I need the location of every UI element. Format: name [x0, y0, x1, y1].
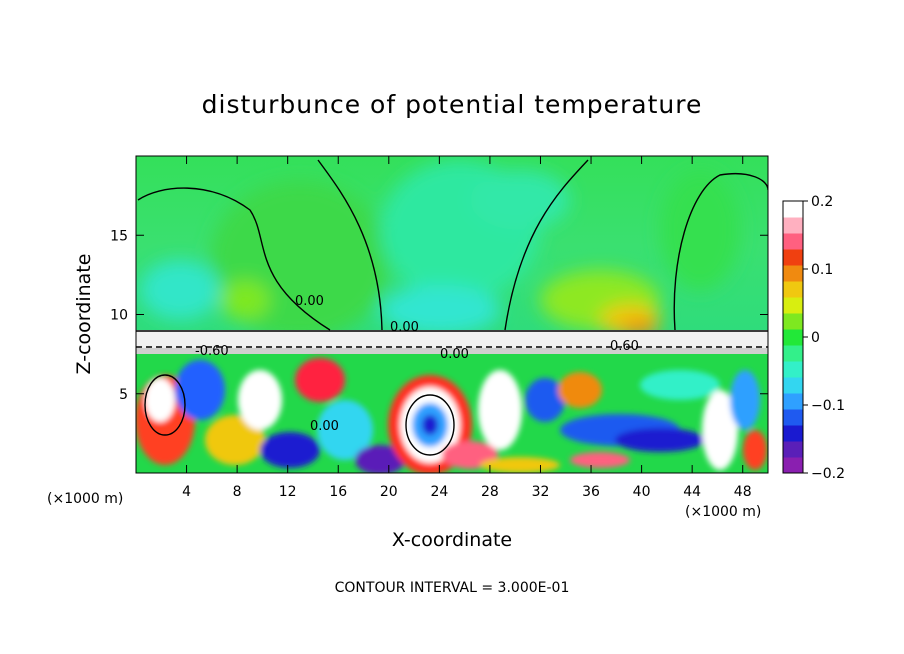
colorbar-tick-label: 0.2: [811, 194, 833, 210]
colorbar-swatch: [783, 377, 803, 394]
x-tick-label: 24: [430, 484, 448, 500]
heatmap-field: [136, 156, 768, 473]
colorbar-swatch: [783, 201, 803, 218]
colorbar-swatch: [783, 457, 803, 474]
colorbar-tick-label: 0.1: [811, 262, 833, 278]
colorbar-swatch: [783, 233, 803, 250]
colorbar-swatch: [783, 329, 803, 346]
x-tick-label: 40: [633, 484, 651, 500]
x-tick-label: 44: [683, 484, 701, 500]
x-tick-label: 4: [182, 484, 191, 500]
contour-label: 0.00: [440, 347, 469, 362]
contour-label: 0.60: [610, 339, 639, 354]
x-tick-label: 16: [329, 484, 347, 500]
chart-title: disturbunce of potential temperature: [202, 90, 703, 119]
y-axis-label: Z-coordinate: [73, 254, 95, 375]
colorbar-swatch: [783, 345, 803, 362]
x-tick-label: 36: [582, 484, 600, 500]
colorbar-tick-label: 0: [811, 330, 820, 346]
colorbar: 0.2 0.1 0 −0.1 −0.2: [782, 194, 845, 482]
y-axis: 5 10 15: [110, 228, 768, 403]
x-unit-label-left: (×1000 m): [47, 491, 123, 507]
colorbar-swatch: [783, 425, 803, 442]
contour-interval-note: CONTOUR INTERVAL = 3.000E-01: [335, 580, 570, 596]
y-tick-label: 10: [110, 308, 128, 324]
colorbar-swatch: [783, 281, 803, 298]
contour-label: 0.00: [310, 419, 339, 434]
colorbar-swatch: [783, 409, 803, 426]
colorbar-swatch: [783, 441, 803, 458]
x-tick-label: 48: [734, 484, 752, 500]
y-tick-label: 5: [119, 387, 128, 403]
colorbar-tick-label: −0.2: [811, 466, 845, 482]
x-axis-label: X-coordinate: [392, 529, 512, 551]
y-tick-label: 15: [110, 228, 128, 244]
colorbar-tick-label: −0.1: [811, 398, 845, 414]
colorbar-swatch: [783, 393, 803, 410]
colorbar-swatch: [783, 265, 803, 282]
colorbar-swatch: [783, 297, 803, 314]
contour-label: 0.00: [295, 294, 324, 309]
colorbar-swatch: [783, 361, 803, 378]
x-tick-label: 32: [532, 484, 550, 500]
colorbar-swatch: [783, 249, 803, 266]
contour-label: 0.00: [390, 320, 419, 335]
colorbar-swatch: [783, 217, 803, 234]
x-tick-label: 12: [279, 484, 297, 500]
contour-label: -0.60: [195, 344, 229, 359]
x-axis: 4 8 12 16 20 24 28 32 36 40 44 48: [182, 156, 752, 500]
colorbar-swatch: [783, 313, 803, 330]
x-unit-label-right: (×1000 m): [685, 504, 761, 520]
x-tick-label: 8: [233, 484, 242, 500]
x-tick-label: 28: [481, 484, 499, 500]
x-tick-label: 20: [380, 484, 398, 500]
